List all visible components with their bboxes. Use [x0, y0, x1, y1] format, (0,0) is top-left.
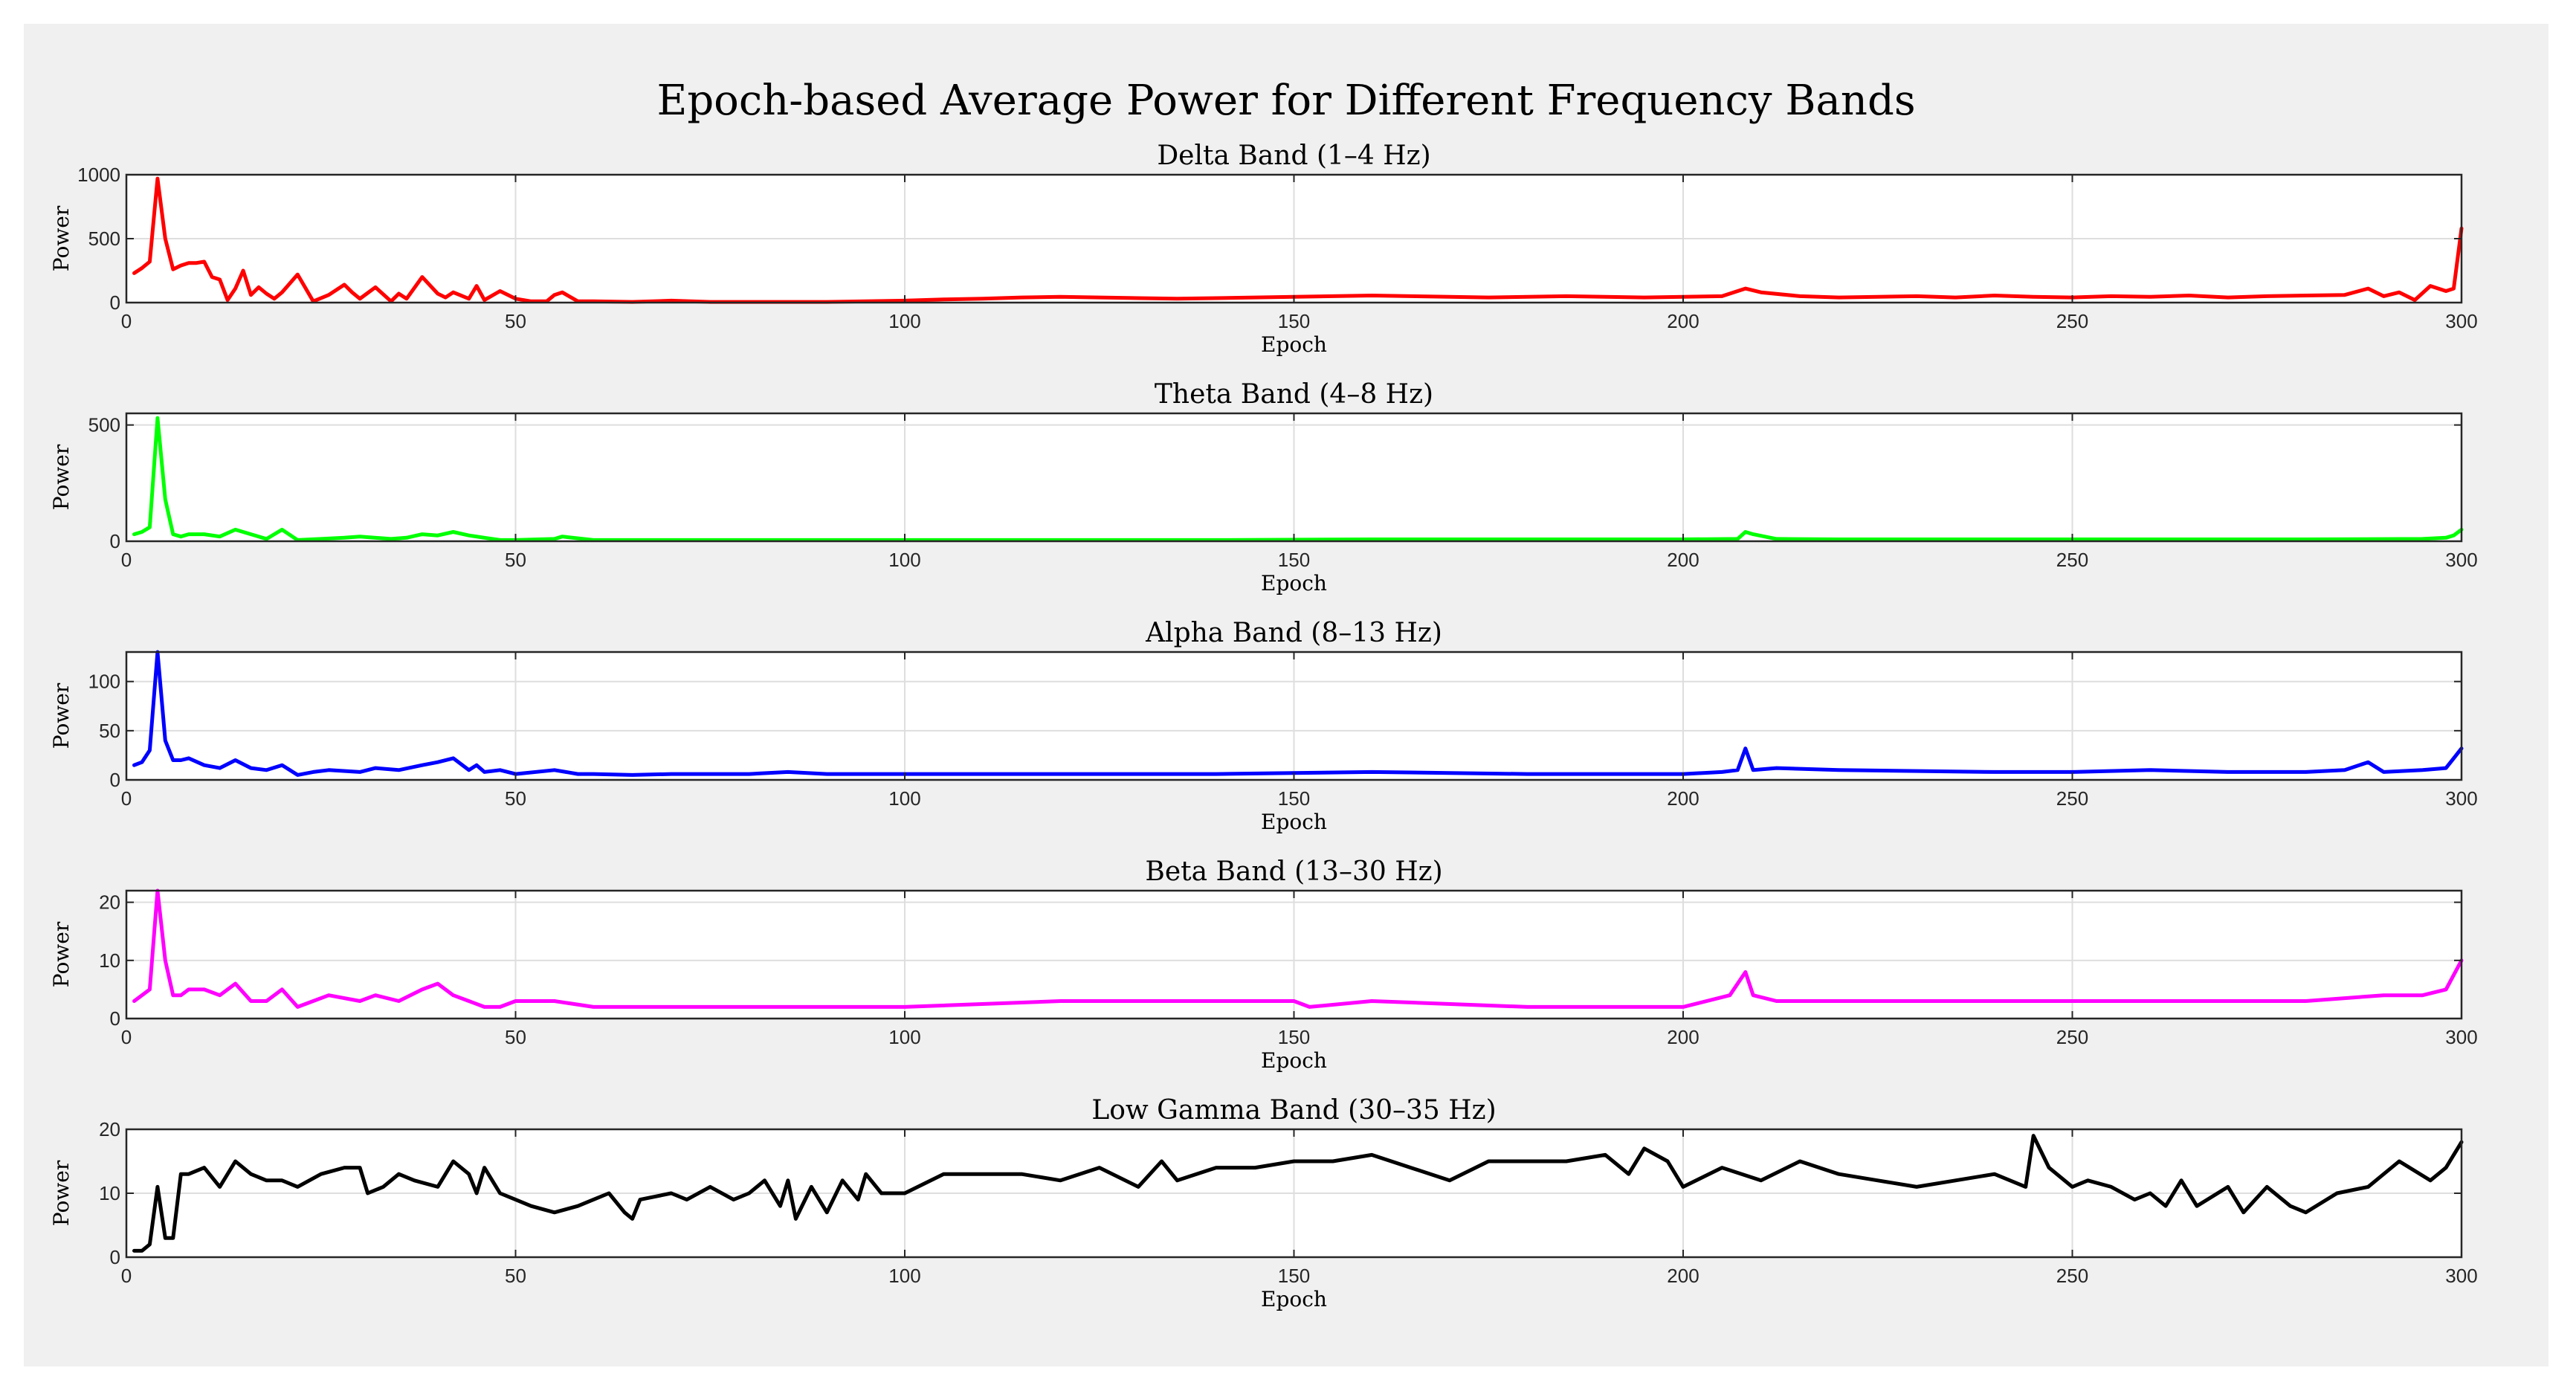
y-tick-label: 50 — [99, 720, 120, 742]
x-tick-label: 50 — [505, 1026, 526, 1048]
x-tick-label: 50 — [505, 1265, 526, 1287]
x-tick-label: 200 — [1667, 549, 1699, 571]
subplot-1: Delta Band (1–4 Hz) 0 50 100 150 200 250 300 0 50… — [49, 141, 2478, 357]
x-axis-label: Epoch — [1261, 571, 1327, 596]
figure-svg: Epoch-based Average Power for Different … — [49, 77, 2478, 1311]
subplot-2: Theta Band (4–8 Hz) 0 50 100 150 200 250 300 0 50… — [49, 379, 2478, 596]
x-tick-label: 200 — [1667, 1265, 1699, 1287]
y-tick-label: 1000 — [77, 164, 120, 186]
y-tick-label: 500 — [88, 414, 120, 436]
x-tick-label: 100 — [888, 310, 920, 332]
y-tick-label: 0 — [110, 291, 120, 314]
x-tick-label: 0 — [121, 1265, 132, 1287]
x-tick-label: 0 — [121, 1026, 132, 1048]
subplot-title: Beta Band (13–30 Hz) — [1145, 856, 1442, 887]
figure-title: Epoch-based Average Power for Different … — [656, 77, 1915, 125]
x-axis-label: Epoch — [1261, 332, 1327, 357]
x-tick-label: 150 — [1278, 310, 1310, 332]
x-tick-label: 0 — [121, 787, 132, 810]
subplot-3: Alpha Band (8–13 Hz) 0 50 100 150 200 250 300 0 5… — [49, 618, 2478, 834]
subplot-title: Low Gamma Band (30–35 Hz) — [1091, 1095, 1496, 1126]
x-tick-label: 150 — [1278, 549, 1310, 571]
subplot-title: Theta Band (4–8 Hz) — [1155, 379, 1433, 410]
x-tick-label: 250 — [2056, 1265, 2088, 1287]
x-tick-label: 200 — [1667, 1026, 1699, 1048]
series-line-beta — [132, 888, 2464, 1009]
x-tick-label: 150 — [1278, 787, 1310, 810]
subplot-5: Low Gamma Band (30–35 Hz)0 50 100 150 200 250… — [49, 1095, 2478, 1311]
y-tick-label: 100 — [88, 671, 120, 693]
x-axis-label: Epoch — [1261, 1287, 1327, 1311]
y-axis-label: Power — [49, 682, 74, 749]
x-tick-label: 300 — [2445, 1026, 2477, 1048]
x-tick-label: 150 — [1278, 1265, 1310, 1287]
y-axis-label: Power — [49, 444, 74, 510]
y-tick-label: 20 — [99, 1118, 120, 1140]
x-tick-label: 100 — [888, 1026, 920, 1048]
x-tick-label: 300 — [2445, 549, 2477, 571]
y-axis-label: Power — [49, 1160, 74, 1226]
x-tick-label: 250 — [2056, 787, 2088, 810]
x-tick-label: 200 — [1667, 310, 1699, 332]
subplot-title: Alpha Band (8–13 Hz) — [1145, 618, 1442, 648]
x-axis-label: Epoch — [1261, 1048, 1327, 1073]
series-line-alpha — [132, 650, 2464, 777]
x-axis-label: Epoch — [1261, 810, 1327, 834]
y-tick-label: 10 — [99, 949, 120, 972]
y-axis-label: Power — [49, 921, 74, 987]
y-tick-label: 500 — [88, 227, 120, 250]
y-axis-label: Power — [49, 205, 74, 271]
x-tick-label: 50 — [505, 310, 526, 332]
x-tick-label: 300 — [2445, 787, 2477, 810]
y-tick-label: 0 — [110, 1007, 120, 1030]
x-tick-label: 250 — [2056, 1026, 2088, 1048]
x-tick-label: 50 — [505, 549, 526, 571]
series-line-low-gamma — [132, 1134, 2464, 1253]
x-tick-label: 0 — [121, 549, 132, 571]
y-tick-label: 10 — [99, 1182, 120, 1204]
series-line-theta — [132, 416, 2464, 542]
x-tick-label: 200 — [1667, 787, 1699, 810]
x-tick-label: 250 — [2056, 549, 2088, 571]
x-tick-label: 100 — [888, 787, 920, 810]
x-tick-label: 150 — [1278, 1026, 1310, 1048]
subplot-4: Beta Band (13–30 Hz) 0 50 100 150 200 250 300 0 1… — [49, 856, 2478, 1073]
x-tick-label: 300 — [2445, 310, 2477, 332]
y-tick-label: 0 — [110, 1246, 120, 1268]
x-tick-label: 100 — [888, 1265, 920, 1287]
x-tick-label: 300 — [2445, 1265, 2477, 1287]
x-tick-label: 100 — [888, 549, 920, 571]
x-tick-label: 250 — [2056, 310, 2088, 332]
y-tick-label: 0 — [110, 769, 120, 791]
figure-panel: Epoch-based Average Power for Different … — [24, 24, 2548, 1366]
x-tick-label: 50 — [505, 787, 526, 810]
subplot-title: Delta Band (1–4 Hz) — [1157, 141, 1430, 171]
y-tick-label: 0 — [110, 530, 120, 552]
y-tick-label: 20 — [99, 891, 120, 914]
x-tick-label: 0 — [121, 310, 132, 332]
